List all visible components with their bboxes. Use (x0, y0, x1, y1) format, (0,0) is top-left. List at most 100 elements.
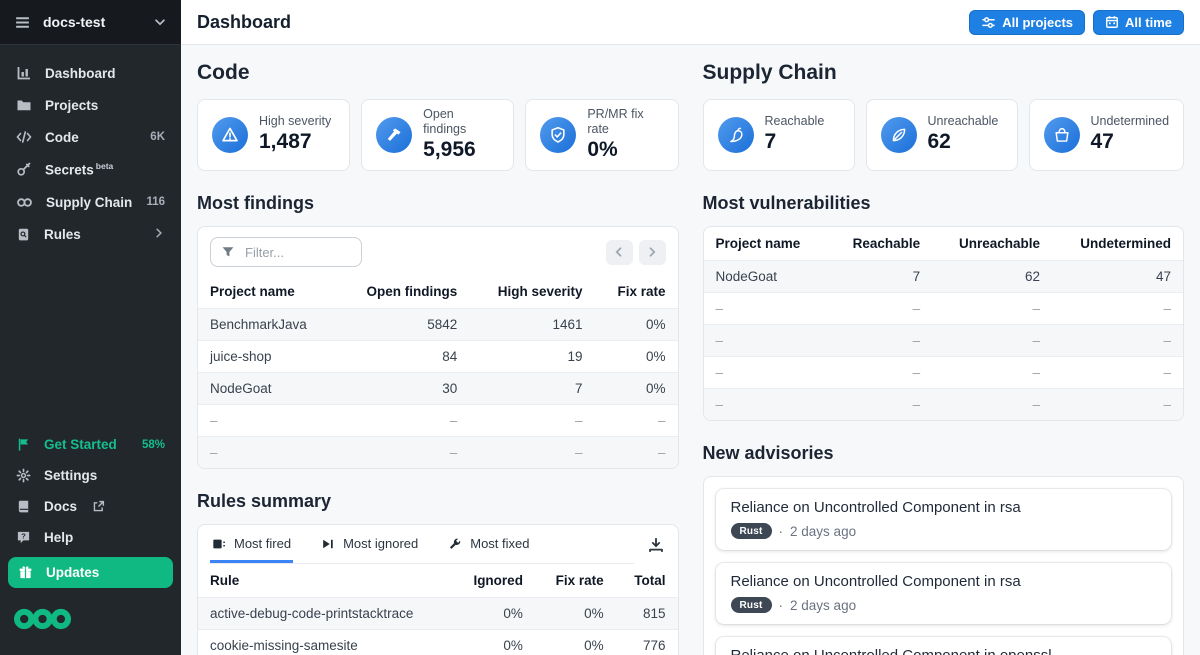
cell-project: BenchmarkJava (198, 308, 338, 341)
sidebar-item-dashboard[interactable]: Dashboard (0, 57, 181, 89)
all-projects-filter-button[interactable]: All projects (969, 9, 1086, 35)
sidebar-item-secrets[interactable]: Secrets beta (0, 153, 181, 186)
stat-label: Reachable (764, 114, 825, 129)
col-reachable: Reachable (852, 236, 921, 251)
wrench-icon (448, 537, 462, 551)
advisory-card[interactable]: Reliance on Uncontrolled Component in rs… (715, 563, 1171, 624)
tab-most-fired[interactable]: Most fired (210, 525, 294, 563)
tab-most-ignored[interactable]: Most ignored (319, 525, 420, 563)
findings-filter-box[interactable] (210, 237, 362, 267)
stat-label: Undetermined (1090, 114, 1170, 129)
cell-open: – (337, 404, 470, 437)
stat-card-high-severity[interactable]: High severity 1,487 (197, 99, 351, 171)
cell-reachable: – (827, 356, 933, 389)
table-row-empty: – – – – (703, 388, 1183, 420)
semgrep-logo[interactable] (0, 598, 181, 655)
table-header-row: Project name Reachable Unreachable Undet… (704, 227, 1184, 261)
cell-project: NodeGoat (703, 260, 828, 293)
hamburger-menu-icon[interactable] (14, 14, 31, 31)
basket-icon (1043, 117, 1080, 153)
table-row[interactable]: juice-shop 84 19 0% (198, 340, 678, 373)
new-advisories-title: New advisories (702, 443, 834, 463)
cell-open: – (337, 436, 470, 468)
findings-filter-input[interactable] (243, 243, 351, 261)
cell-unreachable: – (932, 388, 1052, 420)
sidebar-item-help[interactable]: ? Help (0, 522, 181, 553)
col-open-findings: Open findings (366, 284, 458, 299)
code-column: Code High severity 1,487 (197, 57, 679, 655)
sidebar-item-label: Updates (46, 565, 100, 580)
tab-label: Most ignored (343, 536, 419, 551)
table-row[interactable]: active-debug-code-printstacktrace 0% 0% … (198, 597, 678, 630)
advisory-card[interactable]: Reliance on Uncontrolled Component in rs… (715, 489, 1171, 550)
sidebar-item-rules[interactable]: Rules (0, 219, 181, 250)
col-fix-rate: Fix rate (617, 284, 666, 299)
cell-fixrate: 0% (534, 629, 616, 655)
cell-high: 19 (469, 340, 595, 373)
ecosystem-badge: Rust (730, 523, 772, 539)
cell-fixrate: 0% (534, 597, 616, 630)
advisory-title: Reliance on Uncontrolled Component in rs… (730, 573, 1021, 590)
cell-unreachable: – (932, 324, 1052, 357)
stat-card-reachable[interactable]: Reachable 7 (702, 99, 855, 171)
most-findings-toolbar (198, 227, 678, 275)
sidebar-item-projects[interactable]: Projects (0, 89, 181, 121)
prev-page-button[interactable] (605, 239, 633, 265)
supply-chain-section-title: Supply Chain (702, 61, 837, 84)
sidebar-item-settings[interactable]: Settings (0, 460, 181, 491)
supply-chain-column: Supply Chain Reachable 7 (702, 57, 1185, 655)
table-row[interactable]: BenchmarkJava 5842 1461 0% (198, 308, 678, 341)
cell-unreachable: – (932, 292, 1052, 325)
skip-forward-icon (321, 537, 335, 551)
flag-icon (16, 437, 31, 452)
table-row-empty: – – – – (198, 404, 678, 437)
most-findings-title: Most findings (197, 193, 314, 213)
next-page-button[interactable] (638, 239, 666, 265)
tab-label: Most fixed (470, 536, 530, 551)
stat-card-unreachable[interactable]: Unreachable 62 (865, 99, 1018, 171)
topbar-actions: All projects All time (969, 9, 1184, 35)
cell-fix: – (594, 404, 678, 437)
sidebar-spacer (0, 250, 181, 430)
separator-dot (779, 524, 784, 539)
sidebar-item-get-started[interactable]: Get Started 58% (0, 429, 181, 460)
table-header-row: Project name Open findings High severity… (198, 275, 678, 309)
dashboard-icon (16, 65, 32, 81)
all-time-filter-button[interactable]: All time (1093, 9, 1184, 35)
stat-card-open-findings[interactable]: Open findings 5,956 (361, 99, 515, 171)
org-switcher[interactable]: docs-test (0, 0, 181, 45)
cell-high: – (469, 404, 595, 437)
cell-project: – (703, 324, 828, 357)
sidebar-item-updates[interactable]: Updates (8, 557, 173, 588)
sidebar-item-label: Rules (44, 226, 81, 242)
chevron-down-icon (153, 15, 167, 29)
stat-label: Unreachable (927, 114, 999, 129)
table-header-row: Rule Ignored Fix rate Total (198, 564, 678, 598)
ecosystem-badge: Rust (730, 597, 772, 613)
table-row[interactable]: cookie-missing-samesite 0% 0% 776 (198, 629, 678, 655)
cell-project: – (703, 356, 828, 389)
tab-most-fixed[interactable]: Most fixed (446, 525, 531, 563)
rules-summary-title: Rules summary (197, 491, 332, 511)
stat-card-undetermined[interactable]: Undetermined 47 (1028, 99, 1185, 171)
table-row[interactable]: NodeGoat 30 7 0% (198, 372, 678, 405)
advisory-card[interactable]: Reliance on Uncontrolled Component in op… (715, 637, 1171, 655)
table-row[interactable]: NodeGoat 7 62 47 (703, 260, 1183, 293)
advisory-title: Reliance on Uncontrolled Component in rs… (730, 499, 1021, 516)
svg-text:?: ? (21, 532, 26, 541)
col-ignored: Ignored (473, 573, 523, 588)
tab-label: Most fired (234, 536, 292, 551)
cell-undetermined: 47 (1052, 260, 1183, 293)
sidebar: docs-test Dashboard Projects (0, 0, 181, 655)
rules-summary-table: Rule Ignored Fix rate Total active-debug… (198, 564, 678, 655)
download-csv-button[interactable] (634, 531, 666, 559)
sidebar-item-supply-chain[interactable]: Supply Chain 116 (0, 186, 181, 219)
sidebar-item-label: Docs (44, 499, 78, 514)
supply-chain-stats: Reachable 7 Unreachable 62 (702, 99, 1185, 171)
cell-fix: 0% (594, 308, 678, 341)
stat-value: 0% (587, 137, 618, 161)
stat-card-fix-rate[interactable]: PR/MR fix rate 0% (525, 99, 679, 171)
chain-link-icon (16, 194, 33, 211)
sidebar-item-code[interactable]: Code 6K (0, 121, 181, 153)
sidebar-item-docs[interactable]: Docs (0, 491, 181, 522)
